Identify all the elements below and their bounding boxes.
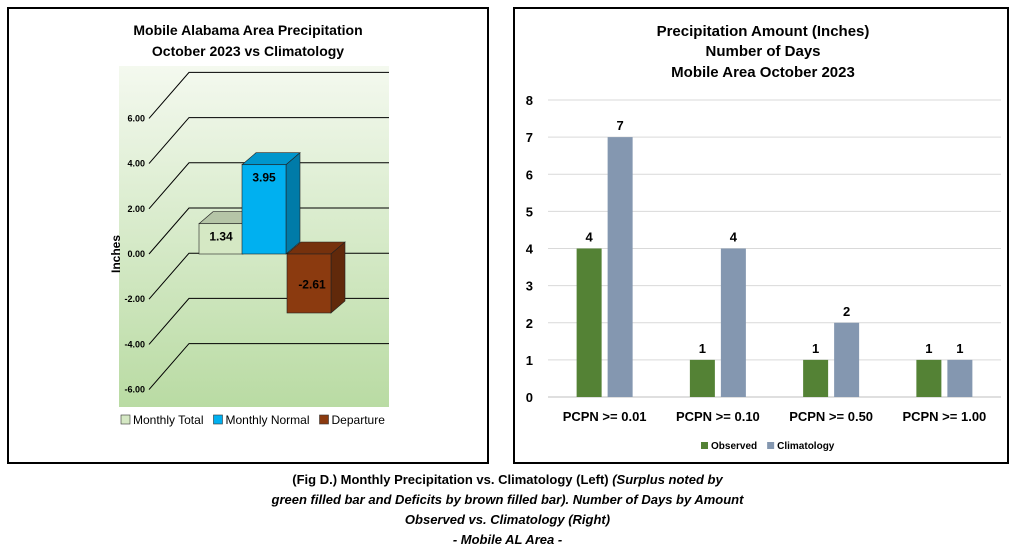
bar-climatology-2: [834, 322, 860, 397]
data-label-climatology-3: 1: [956, 341, 963, 356]
data-label-observed-2: 1: [812, 341, 819, 356]
bar-climatology-0: [607, 137, 633, 397]
category-label-1: PCPN >= 0.10: [676, 409, 760, 424]
data-label-0: 1.34: [209, 230, 233, 244]
left-chart-title-line-1: Mobile Alabama Area Precipitation: [133, 22, 362, 38]
bar-front-face-1: [241, 164, 287, 255]
category-label-3: PCPN >= 1.00: [902, 409, 986, 424]
data-label-climatology-2: 2: [843, 304, 850, 319]
y-tick-label-1: 4.00: [127, 159, 145, 169]
bar-observed-1: [689, 359, 715, 397]
data-label-climatology-0: 7: [617, 118, 624, 133]
legend-swatch-1: [213, 414, 223, 425]
caption-italic-text-4: - Mobile AL Area -: [452, 532, 563, 547]
right-y-tick-label-0: 0: [526, 390, 533, 405]
right-chart-title-line-1: Precipitation Amount (Inches): [657, 23, 870, 40]
data-label-1: 3.95: [252, 171, 276, 185]
legend-swatch-2: [319, 414, 329, 425]
legend-label-2: Departure: [332, 413, 386, 427]
right-y-tick-label-8: 8: [526, 93, 533, 108]
bar-front-face-2: [286, 253, 332, 314]
gridline-0: [148, 71, 389, 119]
bar-climatology-3: [947, 359, 973, 397]
category-label-2: PCPN >= 0.50: [789, 409, 873, 424]
gridline-2: [148, 162, 389, 210]
caption-line-2: green filled bar and Deficits by brown f…: [0, 490, 1015, 510]
gridline-6: [148, 343, 389, 390]
data-label-observed-3: 1: [925, 341, 932, 356]
left-chart-panel: Mobile Alabama Area Precipitation Octobe…: [7, 7, 489, 464]
category-label-0: PCPN >= 0.01: [563, 409, 647, 424]
right-chart-title-line-2: Number of Days: [705, 43, 820, 60]
bar-side-face-2: [330, 241, 346, 314]
data-label-2: -2.61: [298, 277, 326, 291]
caption-plain-text: (Fig D.) Monthly Precipitation vs. Clima…: [292, 472, 613, 487]
days-by-amount-bar-chart: Precipitation Amount (Inches) Number of …: [526, 23, 1001, 452]
y-tick-label-4: -2.00: [124, 294, 145, 304]
caption-italic-text-2: green filled bar and Deficits by brown f…: [271, 492, 744, 507]
left-chart-title-line-2: October 2023 vs Climatology: [152, 43, 344, 59]
data-label-climatology-1: 4: [730, 230, 738, 245]
right-legend-swatch-0: [701, 442, 708, 449]
gridline-3: [148, 207, 389, 255]
caption-line-1: (Fig D.) Monthly Precipitation vs. Clima…: [0, 470, 1015, 490]
caption-italic-text-1: (Surplus noted by: [612, 472, 723, 487]
bar-side-face-1: [285, 152, 301, 255]
data-label-observed-0: 4: [586, 230, 594, 245]
right-chart-panel: Precipitation Amount (Inches) Number of …: [513, 7, 1009, 464]
y-tick-label-0: 6.00: [127, 113, 145, 123]
right-legend-label-0: Observed: [711, 441, 757, 452]
y-tick-label-3: 0.00: [127, 249, 145, 259]
bar-observed-2: [803, 359, 829, 397]
legend-swatch-0: [120, 414, 131, 425]
bar-observed-0: [576, 248, 602, 397]
right-chart-title-line-3: Mobile Area October 2023: [671, 64, 855, 81]
data-label-observed-1: 1: [699, 341, 706, 356]
y-tick-label-5: -4.00: [124, 339, 145, 349]
right-y-tick-label-5: 5: [526, 204, 533, 219]
figure-caption: (Fig D.) Monthly Precipitation vs. Clima…: [0, 470, 1015, 550]
caption-italic-text-3: Observed vs. Climatology (Right): [404, 512, 611, 527]
precipitation-3d-bar-chart: Mobile Alabama Area Precipitation Octobe…: [109, 22, 389, 427]
right-y-tick-label-3: 3: [526, 279, 533, 294]
bar-climatology-1: [720, 248, 746, 397]
left-y-axis-label: Inches: [109, 235, 123, 273]
bar-observed-3: [916, 359, 942, 397]
right-legend-swatch-1: [767, 442, 775, 449]
right-y-tick-label-4: 4: [526, 242, 534, 257]
bar-departure: -2.61: [286, 241, 346, 314]
right-legend-label-1: Climatology: [777, 441, 835, 452]
legend-label-0: Monthly Total: [133, 413, 203, 427]
bar-monthly-normal: 3.95: [241, 152, 301, 255]
right-y-tick-label-1: 1: [526, 353, 533, 368]
right-y-tick-label-7: 7: [526, 130, 533, 145]
right-y-tick-label-6: 6: [526, 167, 533, 182]
y-tick-label-6: -6.00: [124, 385, 145, 395]
caption-line-4: - Mobile AL Area -: [0, 530, 1015, 550]
caption-line-3: Observed vs. Climatology (Right): [0, 510, 1015, 530]
right-y-tick-label-2: 2: [526, 316, 533, 331]
y-tick-label-2: 2.00: [127, 204, 145, 214]
legend-label-1: Monthly Normal: [225, 413, 309, 427]
gridline-1: [148, 117, 389, 164]
